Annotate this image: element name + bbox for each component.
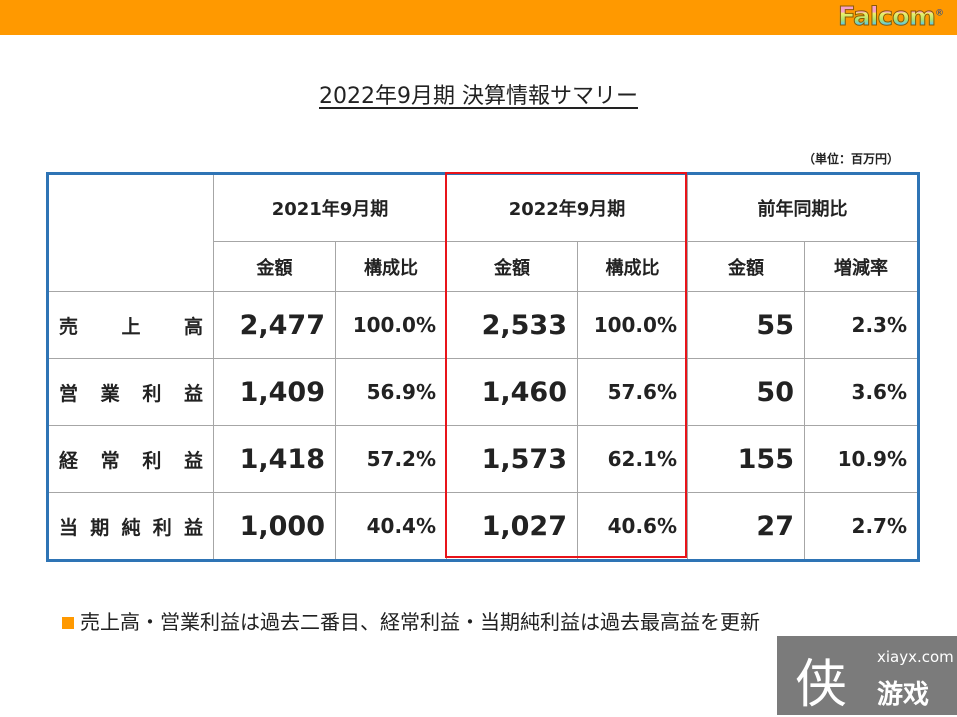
unit-label: （単位：百万円） [802,152,899,166]
table-row: 営業利益 1,409 56.9% 1,460 57.6% 50 3.6% [47,358,919,426]
sub-header: 金額 [687,241,805,292]
row-label: 当期純利益 [47,492,214,561]
cell: 1,027 [446,492,578,561]
cell: 100.0% [577,291,688,359]
cell: 56.9% [335,358,447,426]
sub-header: 金額 [213,241,336,292]
cell: 155 [687,425,805,493]
cell: 40.6% [577,492,688,561]
cell: 2.7% [804,492,919,561]
cell: 2,477 [213,291,336,359]
bullet-square-icon [62,617,74,629]
cell: 100.0% [335,291,447,359]
row-label: 営業利益 [47,358,214,426]
watermark-url: xiayx.com [877,648,954,666]
sub-header: 構成比 [577,241,688,292]
cell: 1,000 [213,492,336,561]
cell: 1,460 [446,358,578,426]
table-row: 経常利益 1,418 57.2% 1,573 62.1% 155 10.9% [47,425,919,493]
corner-cell [47,173,214,292]
cell: 40.4% [335,492,447,561]
cell: 3.6% [804,358,919,426]
sub-header: 金額 [446,241,578,292]
cell: 57.6% [577,358,688,426]
cell: 10.9% [804,425,919,493]
watermark-glyph: 侠 [795,655,848,715]
group-header: 前年同期比 [687,173,919,242]
cell: 50 [687,358,805,426]
top-bar: Falcom® [0,0,957,35]
cell: 2,533 [446,291,578,359]
cell: 1,418 [213,425,336,493]
cell: 2.3% [804,291,919,359]
row-label: 売上高 [47,291,214,359]
table-row: 当期純利益 1,000 40.4% 1,027 40.6% 27 2.7% [47,492,919,561]
sub-header: 増減率 [804,241,919,292]
summary-table: 2021年9月期 2022年9月期 前年同期比 金額 構成比 金額 構成比 金額… [46,172,920,562]
falcom-logo: Falcom® [837,2,944,33]
table-row: 売上高 2,477 100.0% 2,533 100.0% 55 2.3% [47,291,919,359]
note: 売上高・営業利益は過去二番目、経常利益・当期純利益は過去最高益を更新 [62,606,760,635]
cell: 62.1% [577,425,688,493]
cell: 55 [687,291,805,359]
cell: 1,573 [446,425,578,493]
cell: 27 [687,492,805,561]
group-header: 2021年9月期 [213,173,447,242]
page-title: 2022年9月期 決算情報サマリー [319,84,638,109]
watermark-name: 游戏 [877,680,930,710]
group-header: 2022年9月期 [446,173,688,242]
cell: 57.2% [335,425,447,493]
cell: 1,409 [213,358,336,426]
watermark: 侠 xiayx.com 游戏 [777,636,957,715]
sub-header: 構成比 [335,241,447,292]
row-label: 経常利益 [47,425,214,493]
